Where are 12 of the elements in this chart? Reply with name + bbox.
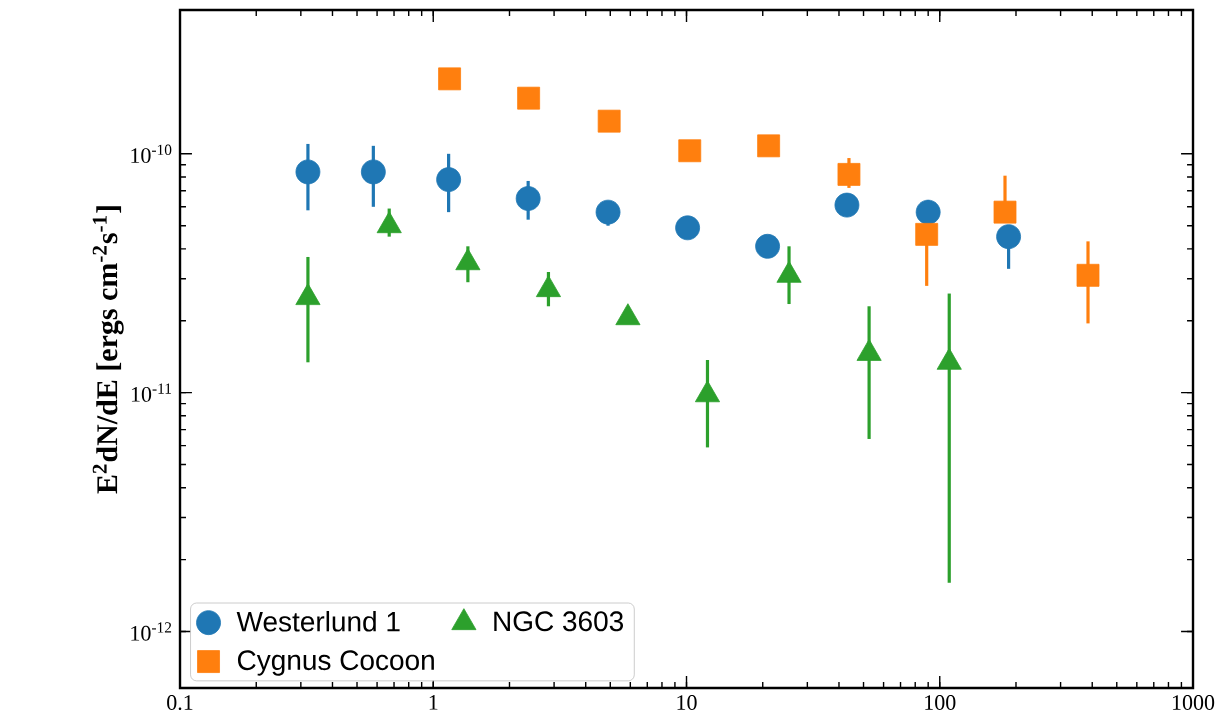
legend-label: Westerlund 1: [236, 611, 400, 632]
y-tick-label: 10$^{-11}$: [131, 383, 172, 402]
x-tick-label: 100: [925, 695, 956, 710]
x-tick-label: 1000: [1172, 695, 1215, 710]
y-axis-title: E$^{2}$dN/dE [ergs cm$^{-2}$s$^{-1}$]: [92, 206, 124, 494]
x-tick-label: 10: [677, 695, 697, 710]
y-tick-label: 10$^{-12}$: [131, 622, 172, 641]
x-tick-label: 1: [429, 695, 438, 710]
y-tick-label: 10$^{-10}$: [131, 144, 172, 164]
legend-label: Cygnus Cocoon: [237, 650, 434, 676]
legend-label: NGC 3603: [494, 611, 624, 632]
x-tick-label: 0.1: [167, 695, 193, 711]
